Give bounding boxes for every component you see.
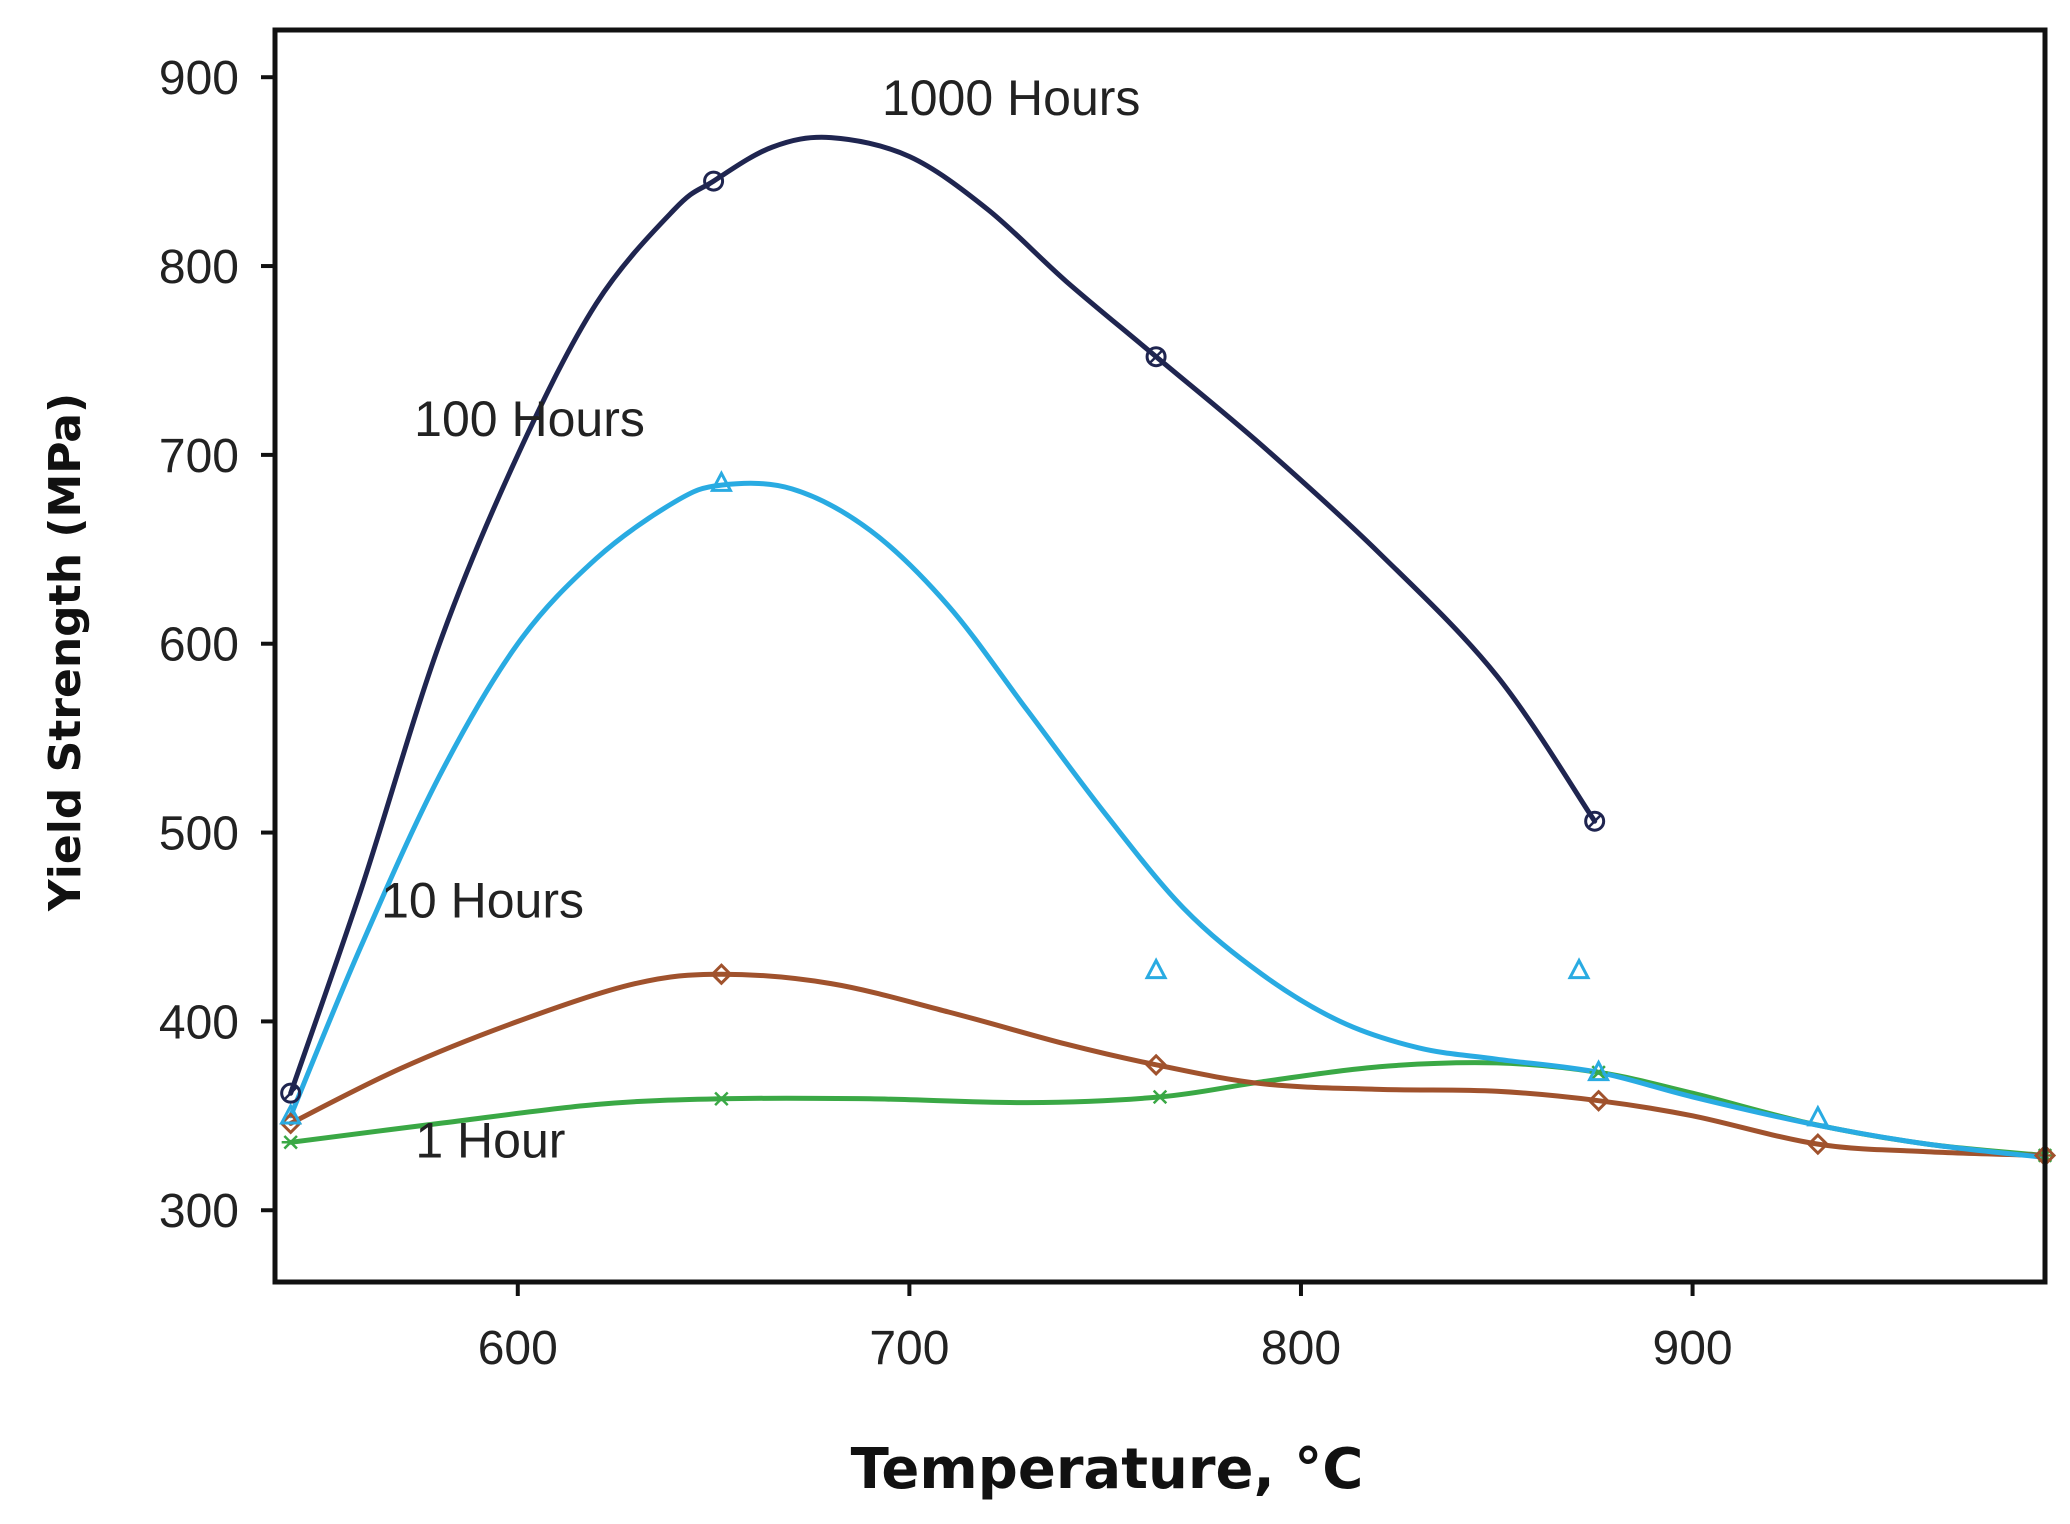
circle-marker-slash [1587,814,1602,829]
x-axis-title: Temperature, °C [851,1437,1364,1502]
y-axis-ticks: 300 400 500 600 700 800 900 [159,52,275,1238]
y-axis-title: Yield Strength (MPa) [40,393,91,912]
circle-marker-ring [703,170,725,192]
y-tick-label: 300 [159,1185,239,1238]
y-tick-label: 400 [159,996,239,1049]
data-point-100-hours [279,1102,303,1125]
x-tick-label: 600 [478,1322,558,1375]
series-label-10-hours: 10 Hours [381,873,584,929]
y-tick-label: 900 [159,52,239,105]
data-point-1000-hours [280,1082,302,1104]
diamond-marker-shape [710,963,733,986]
data-point-1-hour [281,1135,300,1150]
circle-marker-ring [280,1082,302,1104]
series-curves [288,134,2048,1160]
data-point-1000-hours [1145,346,1167,368]
series-label-1000-hours: 1000 Hours [882,70,1141,126]
star-marker-d2 [1152,1089,1168,1105]
data-point-100-hours [1567,957,1591,980]
series-markers [279,170,2057,1167]
data-point-1-hour [712,1091,731,1107]
data-point-100-hours [1587,1059,1611,1082]
data-point-10-hours [1587,1089,1610,1112]
diamond-marker-shape [1144,1053,1168,1076]
diamond-marker-shape [1806,1133,1829,1156]
star-marker-d2 [283,1135,298,1150]
data-point-10-hours [1806,1133,1829,1156]
x-axis-ticks: 600 700 800 900 [478,1282,1733,1375]
x-tick-label: 700 [869,1322,949,1375]
plot-frame [272,27,2048,1285]
x-tick-label: 800 [1261,1322,1341,1375]
circle-marker-ring [1584,810,1606,832]
y-tick-label: 800 [159,241,239,294]
star-marker-d2 [714,1091,729,1107]
y-tick-label: 600 [159,619,239,672]
diamond-marker-shape [1587,1089,1610,1112]
series-labels: 1000 Hours 100 Hours 10 Hours 1 Hour [381,70,1140,1168]
data-point-1000-hours [703,170,725,192]
x-tick-label: 900 [1653,1322,1733,1375]
series-line-1000-hours [288,134,1598,1096]
data-point-100-hours [709,470,733,492]
series-label-1-hour: 1 Hour [415,1112,565,1168]
y-tick-label: 500 [159,808,239,861]
data-point-10-hours [1144,1053,1168,1076]
circle-marker-slash [1148,349,1164,364]
data-point-10-hours [710,963,733,986]
circle-marker-ring [1145,346,1167,368]
circle-marker-slash [283,1085,298,1101]
y-tick-label: 700 [159,430,239,483]
data-point-1000-hours [1584,810,1606,832]
series-line-100-hours [288,480,2048,1160]
data-point-100-hours [1806,1104,1830,1127]
series-label-100-hours: 100 Hours [414,391,645,447]
data-point-100-hours [1144,957,1168,980]
data-point-1-hour [1151,1089,1169,1105]
circle-marker-slash [706,173,721,189]
